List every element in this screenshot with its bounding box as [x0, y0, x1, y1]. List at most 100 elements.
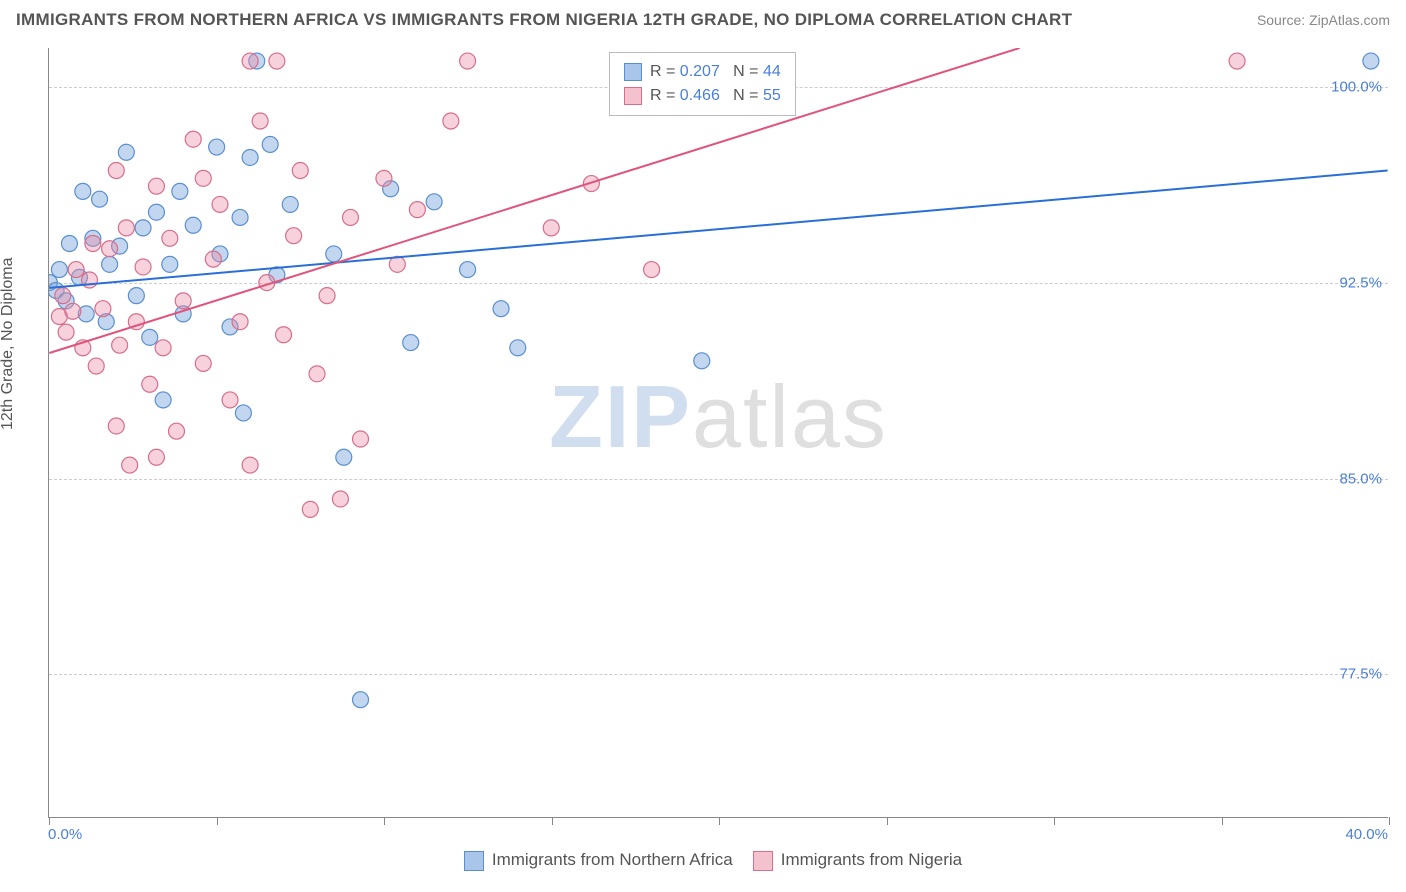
data-point: [1363, 53, 1379, 69]
data-point: [242, 53, 258, 69]
data-point: [75, 183, 91, 199]
data-point: [309, 366, 325, 382]
data-point: [319, 288, 335, 304]
regression-line: [49, 171, 1387, 288]
data-point: [403, 335, 419, 351]
data-point: [88, 358, 104, 374]
data-point: [460, 262, 476, 278]
data-point: [212, 196, 228, 212]
data-point: [185, 217, 201, 233]
data-point: [51, 262, 67, 278]
data-point: [175, 293, 191, 309]
data-point: [92, 191, 108, 207]
data-point: [282, 196, 298, 212]
data-point: [235, 405, 251, 421]
correlation-legend: R = 0.207 N = 44R = 0.466 N = 55: [609, 52, 796, 116]
data-point: [155, 392, 171, 408]
x-axis-max-label: 40.0%: [1345, 826, 1388, 843]
data-point: [326, 246, 342, 262]
data-point: [148, 204, 164, 220]
data-point: [292, 163, 308, 179]
data-point: [694, 353, 710, 369]
data-point: [135, 220, 151, 236]
x-tick: [552, 817, 553, 825]
chart-svg: [49, 48, 1388, 817]
data-point: [353, 692, 369, 708]
chart-title: IMMIGRANTS FROM NORTHERN AFRICA VS IMMIG…: [16, 10, 1072, 30]
data-point: [1229, 53, 1245, 69]
chart-header: IMMIGRANTS FROM NORTHERN AFRICA VS IMMIG…: [0, 0, 1406, 36]
x-tick: [719, 817, 720, 825]
data-point: [185, 131, 201, 147]
data-point: [286, 228, 302, 244]
data-point: [142, 376, 158, 392]
data-point: [443, 113, 459, 129]
legend-n-label: N =: [720, 87, 763, 104]
data-point: [426, 194, 442, 210]
data-point: [409, 202, 425, 218]
data-point: [242, 149, 258, 165]
legend-r-value: 0.207: [680, 63, 720, 80]
data-point: [162, 256, 178, 272]
data-point: [232, 314, 248, 330]
data-point: [95, 301, 111, 317]
legend-row: R = 0.207 N = 44: [624, 60, 781, 84]
x-tick: [1054, 817, 1055, 825]
legend-swatch: [624, 87, 642, 105]
data-point: [112, 337, 128, 353]
data-point: [302, 501, 318, 517]
data-point: [262, 136, 278, 152]
data-point: [353, 431, 369, 447]
data-point: [102, 256, 118, 272]
regression-line: [49, 48, 1019, 353]
data-point: [118, 220, 134, 236]
data-point: [162, 230, 178, 246]
series-legend: Immigrants from Northern Africa Immigrant…: [0, 850, 1406, 871]
data-point: [242, 457, 258, 473]
data-point: [58, 324, 74, 340]
legend-n-value: 44: [763, 63, 781, 80]
data-point: [493, 301, 509, 317]
data-point: [269, 53, 285, 69]
data-point: [342, 209, 358, 225]
data-point: [195, 170, 211, 186]
data-point: [332, 491, 348, 507]
series-label: Immigrants from Nigeria: [781, 850, 962, 869]
data-point: [128, 288, 144, 304]
chart-source: Source: ZipAtlas.com: [1257, 12, 1390, 28]
data-point: [252, 113, 268, 129]
data-point: [169, 423, 185, 439]
data-point: [376, 170, 392, 186]
legend-swatch: [624, 63, 642, 81]
data-point: [65, 303, 81, 319]
data-point: [55, 288, 71, 304]
data-point: [118, 144, 134, 160]
x-tick: [49, 817, 50, 825]
x-axis-min-label: 0.0%: [48, 826, 82, 843]
data-point: [644, 262, 660, 278]
data-point: [336, 449, 352, 465]
x-tick: [1222, 817, 1223, 825]
data-point: [155, 340, 171, 356]
data-point: [68, 262, 84, 278]
plot-area: ZIPatlas R = 0.207 N = 44R = 0.466 N = 5…: [48, 48, 1388, 818]
series-label: Immigrants from Northern Africa: [492, 850, 733, 869]
data-point: [148, 449, 164, 465]
data-point: [172, 183, 188, 199]
y-axis-title: 12th Grade, No Diploma: [0, 257, 17, 430]
data-point: [108, 163, 124, 179]
legend-r-label: R =: [650, 87, 680, 104]
x-tick: [887, 817, 888, 825]
data-point: [222, 392, 238, 408]
data-point: [543, 220, 559, 236]
legend-row: R = 0.466 N = 55: [624, 84, 781, 108]
x-tick: [384, 817, 385, 825]
data-point: [205, 251, 221, 267]
data-point: [460, 53, 476, 69]
data-point: [135, 259, 151, 275]
data-point: [85, 236, 101, 252]
data-point: [148, 178, 164, 194]
data-point: [122, 457, 138, 473]
data-point: [510, 340, 526, 356]
data-point: [232, 209, 248, 225]
